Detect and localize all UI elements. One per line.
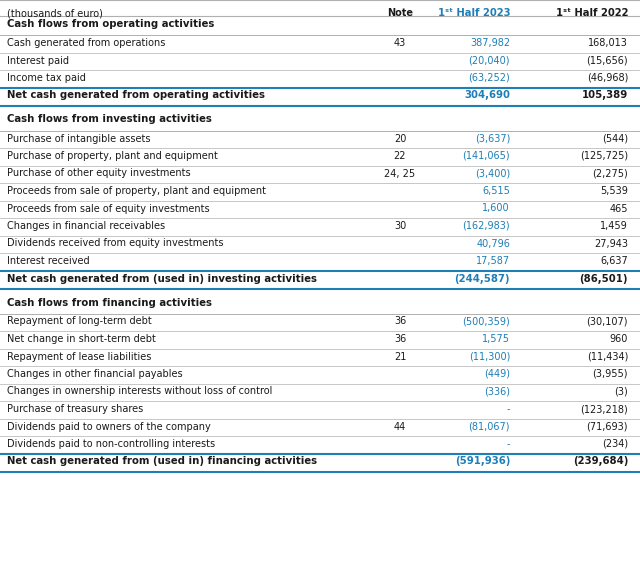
Text: (162,983): (162,983) [462, 221, 510, 231]
Text: (46,968): (46,968) [587, 73, 628, 83]
Text: (86,501): (86,501) [579, 274, 628, 283]
Text: (3,637): (3,637) [475, 133, 510, 144]
Text: -: - [506, 404, 510, 414]
Text: Changes in financial receivables: Changes in financial receivables [7, 221, 165, 231]
Text: 36: 36 [394, 316, 406, 327]
Text: (500,359): (500,359) [462, 316, 510, 327]
Text: 465: 465 [609, 203, 628, 214]
Text: (244,587): (244,587) [454, 274, 510, 283]
Text: 6,515: 6,515 [482, 186, 510, 196]
Text: 43: 43 [394, 38, 406, 48]
Text: 1,600: 1,600 [483, 203, 510, 214]
Text: 304,690: 304,690 [464, 91, 510, 100]
Text: 20: 20 [394, 133, 406, 144]
Text: -: - [506, 439, 510, 449]
Text: (336): (336) [484, 386, 510, 397]
Text: 1,575: 1,575 [482, 334, 510, 344]
Text: Dividends paid to owners of the company: Dividends paid to owners of the company [7, 421, 211, 431]
Text: (3,400): (3,400) [475, 169, 510, 178]
Text: 21: 21 [394, 352, 406, 361]
Text: Interest received: Interest received [7, 256, 90, 266]
Text: Purchase of property, plant and equipment: Purchase of property, plant and equipmen… [7, 151, 218, 161]
Text: 105,389: 105,389 [582, 91, 628, 100]
Text: (2,275): (2,275) [592, 169, 628, 178]
Text: Changes in ownership interests without loss of control: Changes in ownership interests without l… [7, 386, 273, 397]
Text: (20,040): (20,040) [468, 55, 510, 66]
Text: Purchase of other equity investments: Purchase of other equity investments [7, 169, 191, 178]
Text: Proceeds from sale of equity investments: Proceeds from sale of equity investments [7, 203, 210, 214]
Text: 44: 44 [394, 421, 406, 431]
Text: 960: 960 [610, 334, 628, 344]
Text: (81,067): (81,067) [468, 421, 510, 431]
Text: (11,434): (11,434) [587, 352, 628, 361]
Text: Note: Note [387, 8, 413, 18]
Text: (449): (449) [484, 369, 510, 379]
Text: (thousands of euro): (thousands of euro) [7, 8, 103, 18]
Text: 30: 30 [394, 221, 406, 231]
Text: (234): (234) [602, 439, 628, 449]
Text: 24, 25: 24, 25 [385, 169, 415, 178]
Text: Dividends paid to non-controlling interests: Dividends paid to non-controlling intere… [7, 439, 215, 449]
Text: Cash flows from financing activities: Cash flows from financing activities [7, 298, 212, 307]
Text: 168,013: 168,013 [588, 38, 628, 48]
Text: Cash flows from operating activities: Cash flows from operating activities [7, 19, 214, 29]
Text: (591,936): (591,936) [454, 457, 510, 466]
Text: Cash generated from operations: Cash generated from operations [7, 38, 165, 48]
Text: Net cash generated from (used in) investing activities: Net cash generated from (used in) invest… [7, 274, 317, 283]
Text: Repayment of long-term debt: Repayment of long-term debt [7, 316, 152, 327]
Text: 22: 22 [394, 151, 406, 161]
Text: Purchase of treasury shares: Purchase of treasury shares [7, 404, 143, 414]
Text: (141,065): (141,065) [462, 151, 510, 161]
Text: (63,252): (63,252) [468, 73, 510, 83]
Text: 27,943: 27,943 [594, 238, 628, 249]
Text: 40,796: 40,796 [476, 238, 510, 249]
Text: Changes in other financial payables: Changes in other financial payables [7, 369, 182, 379]
Text: Net change in short-term debt: Net change in short-term debt [7, 334, 156, 344]
Text: (15,656): (15,656) [586, 55, 628, 66]
Text: (125,725): (125,725) [580, 151, 628, 161]
Text: Interest paid: Interest paid [7, 55, 69, 66]
Text: Income tax paid: Income tax paid [7, 73, 86, 83]
Text: Purchase of intangible assets: Purchase of intangible assets [7, 133, 150, 144]
Text: 387,982: 387,982 [470, 38, 510, 48]
Text: 1,459: 1,459 [600, 221, 628, 231]
Text: Dividends received from equity investments: Dividends received from equity investmen… [7, 238, 223, 249]
Text: (239,684): (239,684) [573, 457, 628, 466]
Text: (30,107): (30,107) [586, 316, 628, 327]
Text: Repayment of lease liabilities: Repayment of lease liabilities [7, 352, 152, 361]
Text: Net cash generated from operating activities: Net cash generated from operating activi… [7, 91, 265, 100]
Text: (71,693): (71,693) [586, 421, 628, 431]
Text: (123,218): (123,218) [580, 404, 628, 414]
Text: (11,300): (11,300) [468, 352, 510, 361]
Text: (544): (544) [602, 133, 628, 144]
Text: Cash flows from investing activities: Cash flows from investing activities [7, 115, 212, 124]
Text: 17,587: 17,587 [476, 256, 510, 266]
Text: (3): (3) [614, 386, 628, 397]
Text: Net cash generated from (used in) financing activities: Net cash generated from (used in) financ… [7, 457, 317, 466]
Text: 1ˢᵗ Half 2023: 1ˢᵗ Half 2023 [438, 8, 510, 18]
Text: 5,539: 5,539 [600, 186, 628, 196]
Text: 6,637: 6,637 [600, 256, 628, 266]
Text: Proceeds from sale of property, plant and equipment: Proceeds from sale of property, plant an… [7, 186, 266, 196]
Text: 36: 36 [394, 334, 406, 344]
Text: 1ˢᵗ Half 2022: 1ˢᵗ Half 2022 [556, 8, 628, 18]
Text: (3,955): (3,955) [593, 369, 628, 379]
